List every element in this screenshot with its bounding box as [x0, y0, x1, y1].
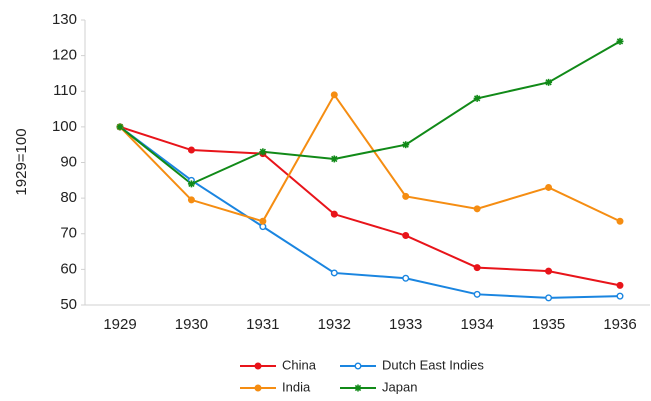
- marker-stroke: [188, 180, 195, 188]
- y-tick-label: 90: [60, 153, 77, 170]
- marker: [545, 78, 553, 86]
- y-tick-label: 100: [52, 118, 77, 135]
- marker: [330, 91, 338, 99]
- y-tick-label: 80: [60, 189, 77, 206]
- y-axis-label: 1929=100: [13, 128, 30, 195]
- y-tick-label: 130: [52, 11, 77, 28]
- marker-stroke: [473, 95, 481, 102]
- legend-label: India: [282, 379, 311, 394]
- legend-label: Dutch East Indies: [382, 357, 484, 372]
- x-tick-label: 1930: [175, 316, 208, 333]
- marker: [473, 205, 481, 213]
- line: [119, 92, 621, 223]
- marker: [616, 281, 624, 289]
- legend-label: Japan: [382, 379, 417, 394]
- x-tick-label: 1929: [103, 316, 136, 333]
- marker: [402, 141, 410, 149]
- line: [119, 126, 621, 299]
- marker: [330, 210, 338, 218]
- marker-stroke: [259, 148, 267, 155]
- marker: [187, 146, 195, 154]
- marker-stroke: [616, 38, 624, 45]
- line: [119, 40, 621, 186]
- x-tick-label: 1933: [389, 316, 422, 333]
- marker-stroke: [402, 141, 409, 148]
- line: [119, 125, 621, 287]
- marker: [354, 362, 362, 370]
- marker: [187, 196, 195, 204]
- marker: [330, 269, 338, 277]
- x-tick-label: 1931: [246, 316, 279, 333]
- marker: [187, 180, 195, 188]
- marker: [616, 37, 624, 45]
- y-tick-label: 120: [52, 47, 77, 64]
- y-tick-label: 70: [60, 225, 77, 242]
- marker: [402, 232, 410, 240]
- marker: [545, 294, 553, 302]
- marker: [473, 94, 481, 102]
- marker: [254, 362, 262, 370]
- marker: [473, 290, 481, 298]
- x-tick-label: 1935: [532, 316, 565, 333]
- marker: [545, 183, 553, 191]
- marker-stroke: [116, 123, 124, 131]
- marker-stroke: [545, 79, 552, 86]
- x-tick-label: 1934: [460, 316, 493, 333]
- marker: [545, 267, 553, 275]
- marker: [254, 384, 262, 392]
- marker: [354, 384, 362, 392]
- marker: [330, 155, 338, 163]
- marker: [616, 217, 624, 225]
- marker-stroke: [331, 155, 338, 163]
- marker: [116, 123, 124, 131]
- marker: [402, 274, 410, 282]
- y-tick-label: 50: [60, 296, 77, 313]
- x-tick-label: 1932: [318, 316, 351, 333]
- legend-label: China: [282, 357, 317, 372]
- marker: [259, 148, 267, 156]
- x-tick-label: 1936: [603, 316, 636, 333]
- y-tick-label: 110: [53, 82, 77, 99]
- marker: [473, 264, 481, 272]
- marker: [259, 217, 267, 225]
- marker-stroke: [354, 384, 362, 392]
- legend: China Dutch East Indies India Japan: [240, 357, 484, 394]
- y-tick-label: 60: [60, 260, 77, 277]
- marker: [616, 292, 624, 300]
- marker: [402, 192, 410, 200]
